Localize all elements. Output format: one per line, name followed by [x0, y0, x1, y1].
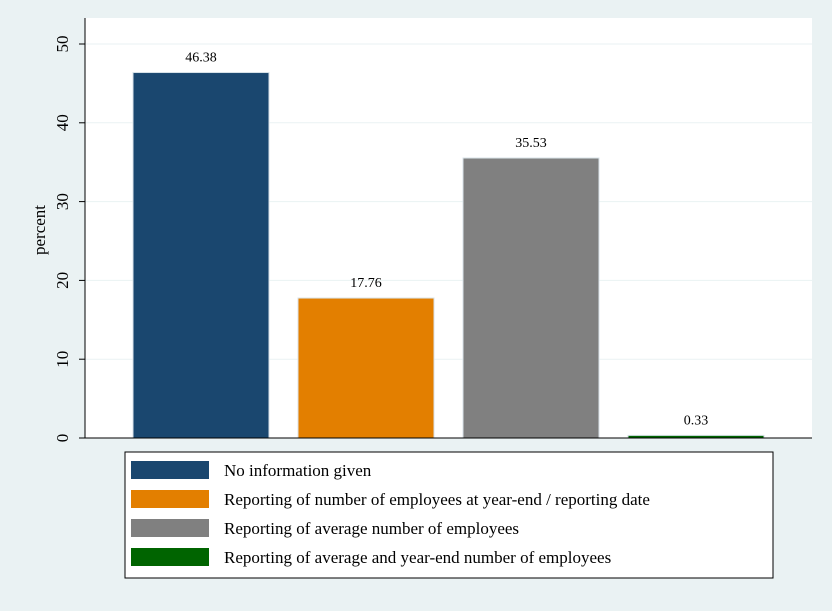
bar [462, 157, 600, 439]
legend-entry: Reporting of average number of employees [224, 519, 519, 538]
y-tick-label: 10 [53, 351, 72, 368]
bar-value-label: 0.33 [684, 413, 709, 428]
legend-entry: No information given [224, 461, 372, 480]
bar [297, 297, 435, 439]
y-tick-label: 0 [53, 434, 72, 443]
legend-swatch [131, 461, 209, 479]
bar [132, 72, 270, 439]
legend-entry: Reporting of number of employees at year… [224, 490, 650, 509]
bar-value-label: 35.53 [515, 136, 547, 151]
y-axis-label: percent [30, 205, 49, 255]
legend-swatch [131, 519, 209, 537]
y-tick-label: 40 [53, 114, 72, 131]
bar-value-label: 46.38 [185, 51, 217, 66]
legend-swatch [131, 548, 209, 566]
legend-box [124, 451, 774, 579]
y-tick-label: 30 [53, 193, 72, 210]
y-tick-label: 20 [53, 272, 72, 289]
bar-value-label: 17.76 [350, 276, 382, 291]
legend-swatch [131, 490, 209, 508]
y-tick-label: 50 [53, 36, 72, 53]
legend-entry: Reporting of average and year-end number… [224, 548, 611, 567]
